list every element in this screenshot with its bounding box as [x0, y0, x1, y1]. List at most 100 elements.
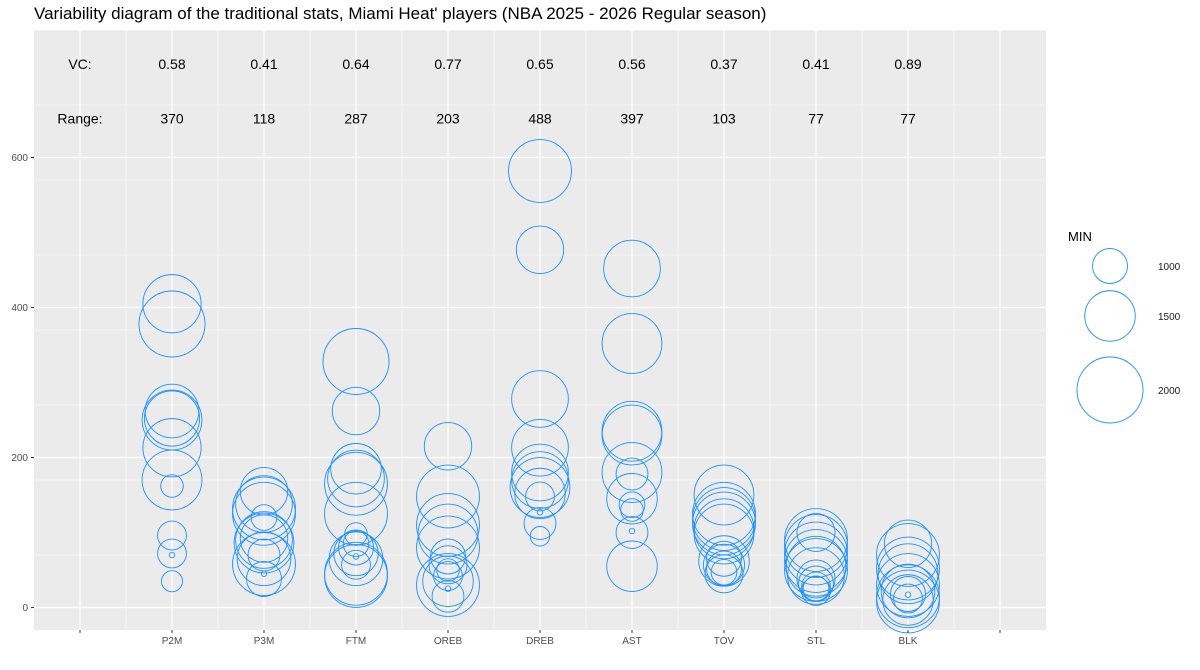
data-point-ftm — [330, 443, 382, 495]
data-point-p3m — [246, 561, 282, 597]
data-point-blk — [890, 576, 926, 612]
legend-key-circle — [1084, 290, 1136, 342]
data-point-ast — [601, 404, 663, 466]
y-tick-label: 600 — [11, 153, 28, 164]
data-point-ast — [606, 540, 658, 592]
data-point-stl — [785, 535, 847, 597]
annotation-value: 0.41 — [802, 56, 829, 72]
annotation-value: 0.58 — [158, 56, 185, 72]
data-point-tov — [706, 550, 742, 587]
y-tick-label: 0 — [22, 603, 28, 614]
data-point-ast — [601, 442, 663, 503]
legend-title: MIN — [1068, 229, 1092, 244]
annotation-value: 77 — [900, 111, 916, 127]
data-point-blk — [877, 543, 939, 605]
data-point-dreb — [529, 526, 551, 547]
annotation-value: 287 — [344, 111, 368, 127]
legend-key-circle — [1092, 248, 1128, 284]
annotation-value: 0.37 — [710, 56, 737, 72]
data-point-blk — [876, 553, 940, 617]
data-point-stl — [784, 508, 848, 572]
data-point-oreb — [422, 555, 474, 607]
data-point-p2m — [142, 418, 202, 478]
data-point-oreb — [416, 515, 480, 580]
data-point-p3m — [239, 514, 289, 563]
data-point-dreb — [523, 507, 557, 540]
annotation-value: 0.56 — [618, 56, 645, 72]
data-point-oreb — [416, 553, 480, 617]
x-tick-label: TOV — [714, 636, 735, 647]
data-point-stl — [802, 575, 830, 603]
data-point-dreb — [536, 509, 544, 516]
annotation-value: 203 — [436, 111, 460, 127]
data-point-tov — [710, 558, 738, 586]
data-point-dreb — [511, 370, 569, 428]
data-point-tov — [693, 464, 755, 526]
annotation-value: 397 — [620, 111, 644, 127]
data-point-ast — [601, 313, 663, 374]
legend-key-label: 2000 — [1158, 386, 1181, 397]
data-point-blk — [883, 519, 933, 568]
data-point-p2m — [157, 520, 187, 551]
data-point-p3m — [236, 531, 292, 587]
stat-annotations: VC: 0.58 0.41 0.64 0.77 0.65 0.56 0.37 0.41 0.89 R… — [57, 56, 921, 127]
data-point-dreb — [511, 451, 569, 509]
data-point-tov — [704, 554, 744, 594]
data-point-dreb — [525, 481, 555, 512]
annotation-value: 0.41 — [250, 56, 277, 72]
data-point-p2m — [143, 390, 201, 447]
annotation-row-label: VC: — [68, 56, 91, 72]
data-point-dreb — [515, 225, 565, 274]
legend-key-label: 1000 — [1158, 262, 1181, 273]
data-point-p3m — [232, 532, 296, 596]
data-point-dreb — [508, 139, 572, 203]
data-point-p3m — [232, 481, 296, 546]
data-point-stl — [796, 513, 836, 553]
chart-title: Variability diagram of the traditional s… — [34, 4, 767, 23]
data-point-blk — [876, 523, 940, 587]
data-point-p3m — [235, 511, 293, 569]
data-point-oreb — [416, 464, 480, 529]
annotation-value: 0.64 — [342, 56, 369, 72]
annotation-value: 0.65 — [526, 56, 553, 72]
data-point-stl — [784, 529, 848, 593]
data-point-tov — [706, 540, 742, 577]
annotation-value: 77 — [808, 111, 824, 127]
legend-key-label: 1500 — [1158, 312, 1181, 323]
data-point-blk — [882, 574, 934, 626]
data-point-ast — [603, 239, 661, 298]
data-point-stl — [787, 547, 845, 605]
data-point-ast — [615, 516, 649, 549]
data-point-blk — [876, 536, 940, 601]
data-point-oreb — [433, 561, 463, 591]
data-point-blk — [880, 563, 936, 619]
data-point-p3m — [233, 512, 295, 574]
data-point-p2m — [138, 290, 206, 358]
x-tick-label: P3M — [254, 636, 275, 647]
x-tick-label: DREB — [526, 636, 554, 647]
y-tick-label: 200 — [11, 453, 28, 464]
data-point-ast — [615, 457, 649, 491]
data-point-ftm — [331, 386, 381, 436]
data-point-dreb — [509, 457, 571, 518]
data-point-ast — [628, 527, 636, 535]
x-tick-label: BLK — [899, 636, 918, 647]
data-point-blk — [893, 583, 923, 614]
annotation-value: 0.77 — [434, 56, 461, 72]
annotation-row-label: Range: — [57, 111, 102, 127]
data-point-ftm — [341, 549, 371, 580]
data-point-ftm — [322, 328, 390, 395]
data-point-oreb — [417, 503, 479, 565]
data-point-ftm — [352, 553, 360, 560]
data-point-p2m — [141, 449, 203, 511]
data-point-stl — [801, 576, 831, 606]
data-point-tov — [693, 498, 755, 560]
data-point-ftm — [324, 451, 388, 516]
data-point-ast — [618, 491, 646, 519]
data-point-dreb — [511, 418, 569, 477]
data-point-dreb — [511, 443, 569, 502]
data-point-stl — [801, 571, 831, 602]
data-point-stl — [784, 514, 848, 578]
data-point-p2m — [161, 570, 183, 593]
